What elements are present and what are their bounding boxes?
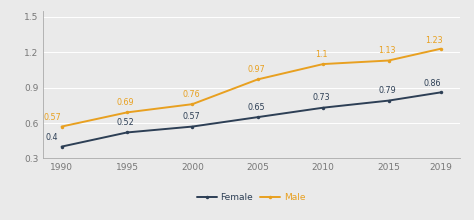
Line: Female: Female: [60, 91, 443, 148]
Female: [255, 116, 261, 118]
Text: 0.65: 0.65: [247, 103, 265, 112]
Line: Male: Male: [60, 47, 443, 128]
Text: 0.79: 0.79: [378, 86, 396, 95]
Text: 0.52: 0.52: [117, 118, 135, 127]
Female: [320, 106, 326, 109]
Text: 1.1: 1.1: [316, 50, 328, 59]
Text: 0.57: 0.57: [43, 113, 61, 122]
Text: 0.69: 0.69: [117, 98, 135, 107]
Female: [190, 125, 195, 128]
Male: [190, 103, 195, 105]
Legend: Female, Male: Female, Male: [193, 189, 309, 206]
Female: [59, 145, 64, 148]
Text: 0.73: 0.73: [313, 93, 330, 102]
Text: 0.97: 0.97: [247, 65, 265, 74]
Text: 1.13: 1.13: [378, 46, 396, 55]
Male: [255, 78, 261, 81]
Male: [59, 125, 64, 128]
Female: [438, 91, 444, 94]
Male: [124, 111, 130, 114]
Female: [124, 131, 130, 134]
Male: [320, 63, 326, 65]
Text: 1.23: 1.23: [425, 36, 443, 45]
Text: 0.76: 0.76: [182, 90, 200, 99]
Male: [438, 48, 444, 50]
Female: [386, 99, 392, 102]
Text: 0.4: 0.4: [46, 134, 58, 142]
Male: [386, 59, 392, 62]
Text: 0.86: 0.86: [424, 79, 441, 88]
Text: 0.57: 0.57: [182, 112, 200, 121]
